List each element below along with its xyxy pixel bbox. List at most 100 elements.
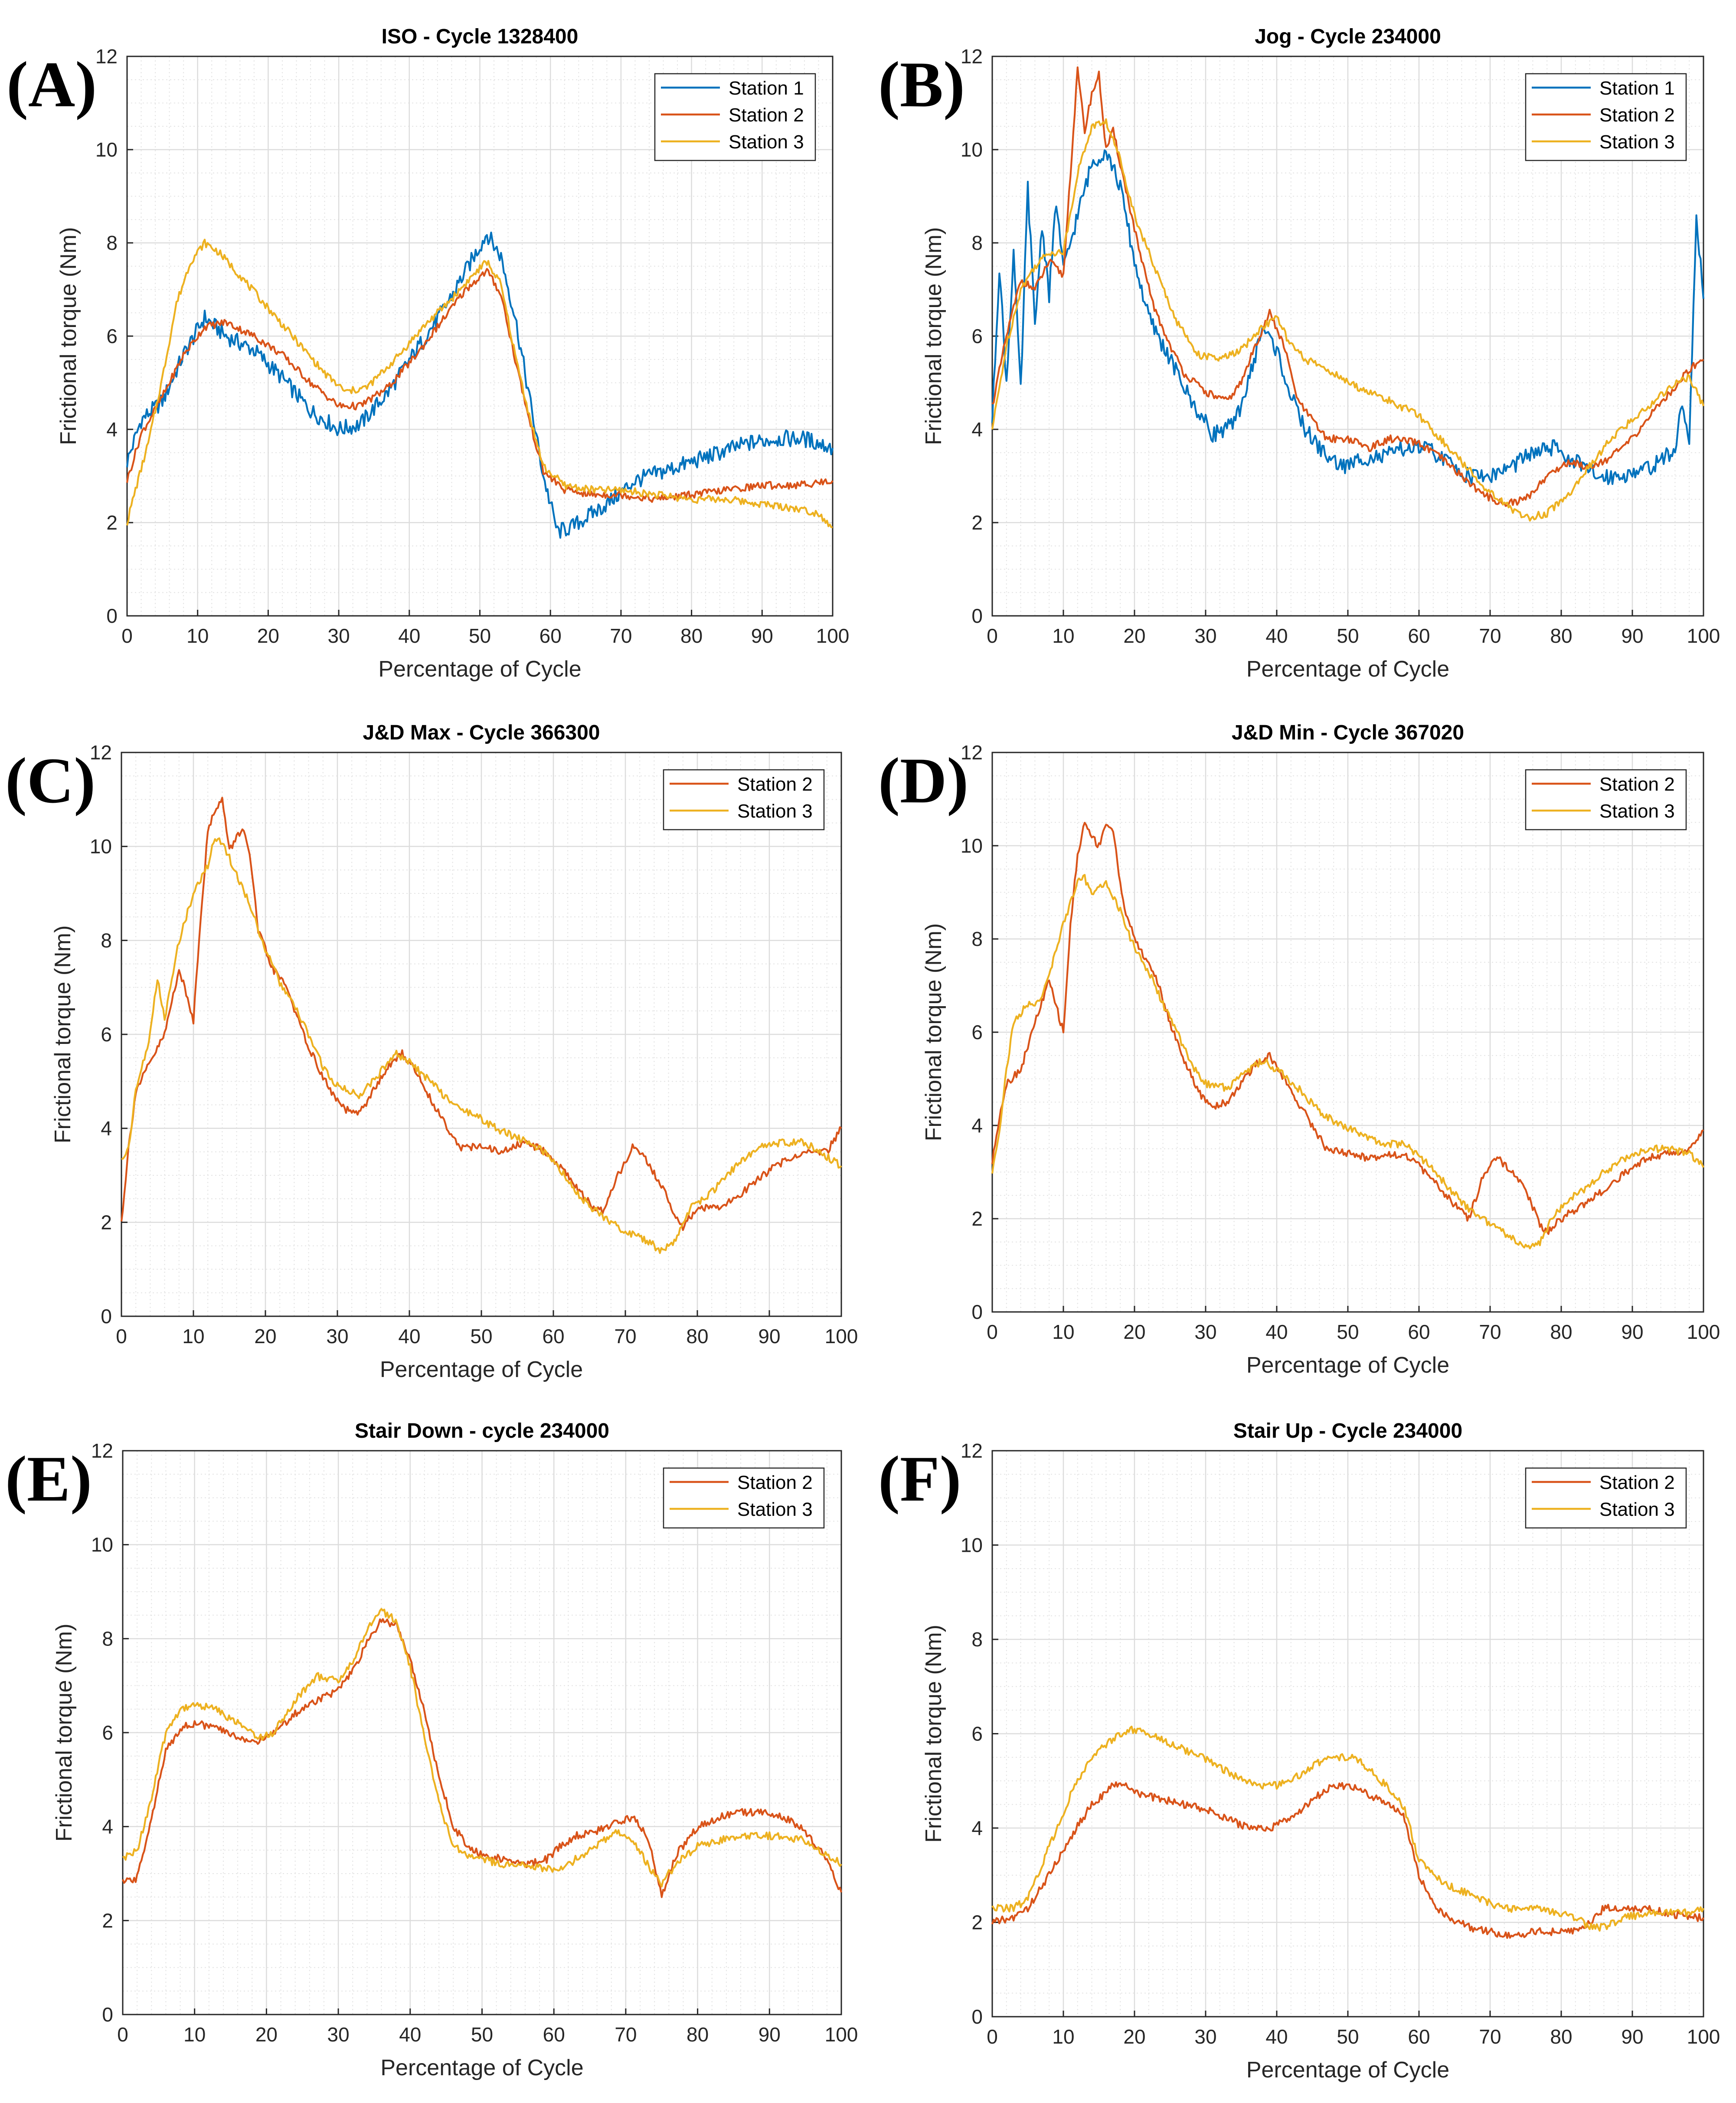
x-tick-label: 90 bbox=[751, 625, 773, 647]
legend: Station 2 Station 3 bbox=[663, 1467, 825, 1529]
legend-box bbox=[663, 769, 825, 831]
x-tick-label: 100 bbox=[1687, 1321, 1720, 1343]
x-tick-label: 40 bbox=[1265, 2025, 1288, 2048]
x-tick-label: 0 bbox=[116, 1325, 127, 1347]
x-axis-label: Percentage of Cycle bbox=[1246, 657, 1449, 682]
y-tick-label: 0 bbox=[971, 1301, 983, 1323]
y-tick-label: 10 bbox=[91, 1534, 113, 1556]
legend-label-station-3: Station 3 bbox=[737, 801, 813, 822]
y-tick-label: 0 bbox=[101, 1305, 112, 1328]
legend-label-station-3: Station 3 bbox=[1599, 1499, 1675, 1520]
x-tick-label: 50 bbox=[1337, 2025, 1359, 2048]
panel-b: 0 10 20 30 40 50 60 70 80 90 100 0 2 4 6 8 10 12 Jog - Cyc… bbox=[878, 25, 1720, 682]
x-tick-label: 30 bbox=[326, 1325, 348, 1347]
x-tick-label: 80 bbox=[1550, 1321, 1572, 1343]
y-tick-label: 4 bbox=[971, 1114, 983, 1137]
y-tick-label: 4 bbox=[971, 418, 983, 441]
x-tick-label: 70 bbox=[610, 625, 632, 647]
x-tick-label: 30 bbox=[328, 625, 350, 647]
legend-label-station-2: Station 2 bbox=[1599, 1472, 1675, 1493]
series-line-station-1 bbox=[991, 149, 1705, 485]
x-tick-label: 100 bbox=[816, 625, 850, 647]
panel-letter: (B) bbox=[878, 49, 965, 121]
x-tick-label: 0 bbox=[987, 1321, 998, 1343]
x-tick-label: 40 bbox=[398, 625, 420, 647]
x-tick-label: 90 bbox=[1621, 625, 1643, 647]
y-tick-label: 12 bbox=[961, 1439, 983, 1462]
chart-title: J&D Max - Cycle 366300 bbox=[363, 721, 600, 744]
chart-title: Stair Up - Cycle 234000 bbox=[1233, 1419, 1462, 1442]
y-tick-label: 8 bbox=[106, 232, 118, 254]
panel-d: 0 10 20 30 40 50 60 70 80 90 100 0 2 4 6 8 10 12 J&D Min -… bbox=[878, 721, 1720, 1378]
x-tick-label: 50 bbox=[469, 625, 491, 647]
y-tick-label: 12 bbox=[90, 741, 112, 764]
x-tick-label: 0 bbox=[987, 625, 998, 647]
y-tick-label: 0 bbox=[971, 605, 983, 627]
y-tick-label: 8 bbox=[971, 928, 983, 950]
legend-box bbox=[1525, 1467, 1687, 1529]
x-tick-label: 50 bbox=[471, 2023, 493, 2046]
y-tick-label: 2 bbox=[102, 1909, 113, 1932]
legend-label-station-2: Station 2 bbox=[737, 774, 813, 795]
legend-label-station-2: Station 2 bbox=[1599, 105, 1675, 126]
y-tick-label: 10 bbox=[961, 1534, 983, 1557]
x-tick-label: 70 bbox=[614, 1325, 636, 1347]
legend-box bbox=[663, 1467, 825, 1529]
x-tick-label: 60 bbox=[1408, 625, 1430, 647]
y-tick-label: 6 bbox=[971, 1021, 983, 1043]
legend-label-station-3: Station 3 bbox=[729, 131, 804, 153]
x-tick-label: 30 bbox=[327, 2023, 350, 2046]
legend-label-station-1: Station 1 bbox=[729, 78, 804, 99]
x-axis-label: Percentage of Cycle bbox=[378, 657, 581, 682]
x-tick-label: 0 bbox=[987, 2025, 998, 2048]
x-tick-label: 20 bbox=[257, 625, 279, 647]
y-tick-label: 10 bbox=[95, 138, 118, 161]
y-tick-label: 12 bbox=[961, 741, 983, 764]
x-tick-label: 100 bbox=[1687, 2025, 1720, 2048]
chart-title: Stair Down - cycle 234000 bbox=[355, 1419, 609, 1442]
y-tick-label: 2 bbox=[101, 1211, 112, 1233]
panel-a: 0 10 20 30 40 50 60 70 80 90 100 0 2 4 6 8 10 12 ISO - Cyc… bbox=[7, 25, 849, 682]
legend-label-station-2: Station 2 bbox=[737, 1472, 813, 1493]
x-tick-label: 90 bbox=[1621, 1321, 1643, 1343]
y-tick-label: 2 bbox=[106, 511, 118, 534]
panel-letter: (D) bbox=[878, 745, 968, 817]
x-tick-label: 90 bbox=[758, 2023, 781, 2046]
legend-label-station-3: Station 3 bbox=[1599, 131, 1675, 153]
y-tick-label: 4 bbox=[102, 1815, 113, 1838]
panel-c: 0 10 20 30 40 50 60 70 80 90 100 0 2 4 6 8 10 12 J&D Max -… bbox=[5, 721, 858, 1382]
x-tick-label: 10 bbox=[1052, 2025, 1074, 2048]
x-tick-label: 70 bbox=[1479, 1321, 1501, 1343]
y-tick-label: 6 bbox=[971, 1723, 983, 1745]
x-tick-label: 20 bbox=[1123, 2025, 1145, 2048]
y-tick-label: 8 bbox=[101, 929, 112, 952]
x-tick-label: 20 bbox=[254, 1325, 276, 1347]
x-tick-label: 80 bbox=[1550, 625, 1572, 647]
chart-title: Jog - Cycle 234000 bbox=[1255, 25, 1441, 48]
x-tick-label: 50 bbox=[1337, 1321, 1359, 1343]
panel-letter: (A) bbox=[7, 49, 97, 121]
y-tick-label: 10 bbox=[90, 835, 112, 858]
x-tick-label: 40 bbox=[1265, 625, 1288, 647]
legend: Station 2 Station 3 bbox=[663, 769, 825, 831]
x-tick-label: 0 bbox=[117, 2023, 128, 2046]
x-axis-label: Percentage of Cycle bbox=[380, 2055, 583, 2080]
y-axis-label: Frictional torque (Nm) bbox=[921, 923, 946, 1141]
x-tick-label: 60 bbox=[542, 1325, 564, 1347]
y-axis-label: Frictional torque (Nm) bbox=[921, 227, 946, 445]
y-tick-label: 0 bbox=[971, 2005, 983, 2028]
series-line-station-3 bbox=[991, 1725, 1704, 1932]
panel-letter: (C) bbox=[5, 745, 95, 817]
x-tick-label: 90 bbox=[1621, 2025, 1643, 2048]
x-tick-label: 40 bbox=[1265, 1321, 1288, 1343]
y-tick-label: 12 bbox=[961, 45, 983, 68]
x-tick-label: 10 bbox=[186, 625, 209, 647]
x-tick-label: 60 bbox=[1408, 1321, 1430, 1343]
x-axis-label: Percentage of Cycle bbox=[380, 1357, 583, 1382]
x-tick-label: 10 bbox=[182, 1325, 204, 1347]
legend-label-station-3: Station 3 bbox=[737, 1499, 813, 1520]
series-line-station-3 bbox=[991, 874, 1704, 1249]
y-tick-label: 2 bbox=[971, 1207, 983, 1230]
y-tick-label: 8 bbox=[102, 1627, 113, 1650]
